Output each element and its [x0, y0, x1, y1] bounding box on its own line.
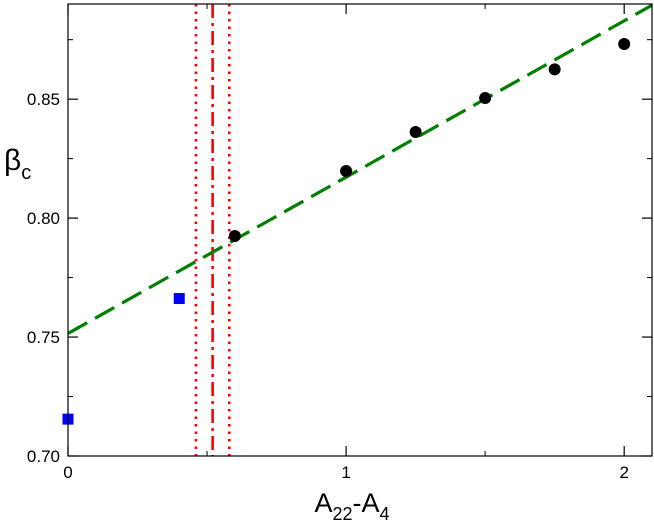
y-axis-title: βc [4, 144, 31, 184]
reference-lines-layer [68, 4, 652, 456]
plot-area-frame [67, 3, 653, 457]
y-tick-label: 0.70 [27, 447, 60, 466]
y-tick-label: 0.75 [27, 328, 60, 347]
circle-point-5 [548, 63, 561, 76]
x-axis-title-sub-1: 22 [332, 504, 352, 524]
x-axis-title: A22-A4 [314, 488, 389, 524]
x-axis-title-sub-2: 4 [380, 504, 390, 524]
linear-fit-line [68, 4, 652, 335]
square-point-2 [173, 293, 185, 305]
x-tick-label: 1 [341, 463, 350, 482]
circle-point-6 [618, 37, 631, 50]
x-axis-title-mid: -A [353, 488, 380, 518]
circle-point-3 [409, 125, 422, 138]
y-tick-label: 0.80 [27, 209, 60, 228]
x-axis-title-base-1: A [314, 488, 332, 518]
circle-point-1 [228, 229, 241, 242]
x-tick-label: 0 [63, 463, 72, 482]
axis-ticks-layer: 0 1 2 0.70 0.75 0.80 0.85 [27, 4, 652, 482]
y-tick-label: 0.85 [27, 90, 60, 109]
data-points-layer [62, 37, 631, 425]
x-tick-label: 2 [619, 463, 628, 482]
circle-point-2 [340, 165, 353, 178]
y-axis-title-base: β [4, 144, 21, 177]
circle-point-4 [479, 91, 492, 104]
y-axis-title-sub: c [21, 162, 31, 184]
